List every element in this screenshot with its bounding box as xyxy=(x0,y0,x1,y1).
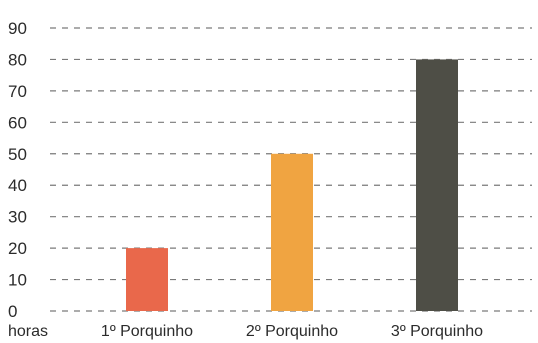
y-tick-label: 20 xyxy=(8,239,27,258)
x-category-label: 2º Porquinho xyxy=(246,323,338,340)
bar-2 xyxy=(271,153,313,311)
y-unit-label: horas xyxy=(8,323,48,340)
y-tick-label: 50 xyxy=(8,145,27,164)
bars xyxy=(126,59,458,311)
y-tick-label: 0 xyxy=(8,302,17,321)
y-tick-label: 10 xyxy=(8,271,27,290)
y-tick-label: 90 xyxy=(8,19,27,38)
y-tick-label: 70 xyxy=(8,82,27,101)
y-tick-label: 40 xyxy=(8,176,27,195)
bar-1 xyxy=(126,248,168,311)
y-tick-label: 30 xyxy=(8,208,27,227)
y-tick-label: 60 xyxy=(8,113,27,132)
bar-3 xyxy=(416,59,458,311)
y-axis-ticks: 0 10 20 30 40 50 60 70 80 90 xyxy=(8,19,27,321)
x-category-label: 3º Porquinho xyxy=(391,323,483,340)
x-category-label: 1º Porquinho xyxy=(101,323,193,340)
x-axis-labels: horas 1º Porquinho 2º Porquinho 3º Porquin… xyxy=(8,323,483,340)
y-tick-label: 80 xyxy=(8,50,27,69)
